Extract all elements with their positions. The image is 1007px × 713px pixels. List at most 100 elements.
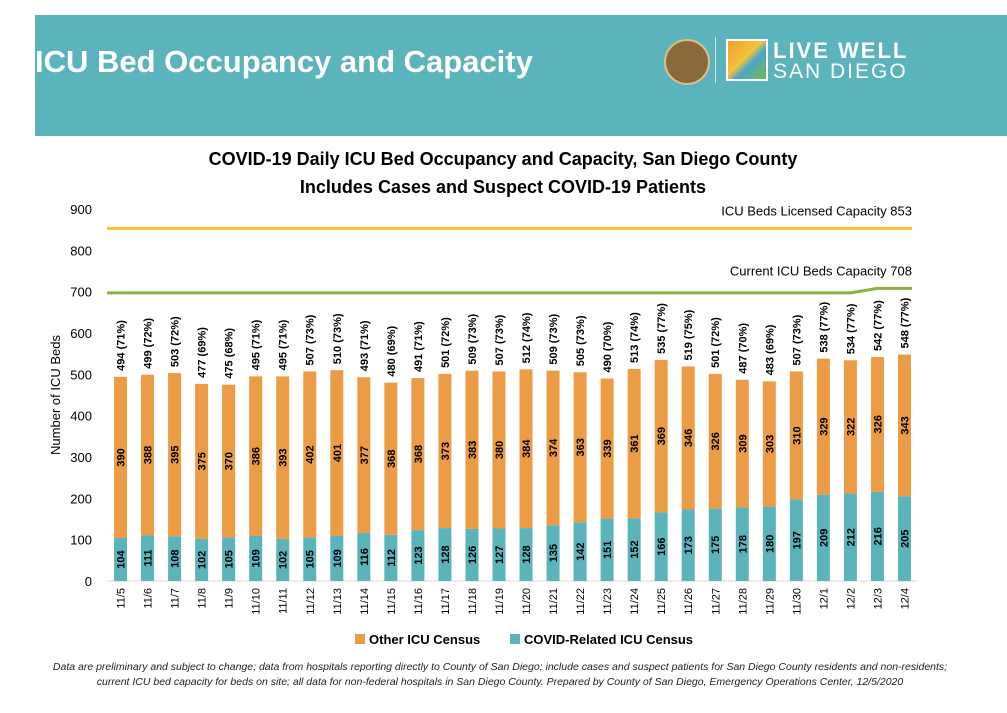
x-tick-label: 12/1 [818,588,830,609]
covid-bar [330,535,344,581]
covid-data-label: 175 [710,536,722,554]
other-bar [465,370,479,529]
total-data-label: 490 (70%) [602,321,614,372]
header-banner [35,15,1007,136]
covid-data-label: 151 [602,541,614,559]
other-data-label: 310 [791,426,803,444]
x-tick-label: 11/11 [278,588,290,614]
covid-bar [870,491,884,581]
total-data-label: 501 (72%) [440,317,452,368]
total-data-label: 507 (73%) [305,314,317,365]
covid-data-label: 102 [197,551,209,569]
other-data-label: 368 [386,449,398,467]
other-bar [735,379,749,508]
covid-bar [816,494,830,581]
x-tick-label: 11/27 [710,588,722,615]
covid-bar [762,506,776,581]
covid-bar [141,535,155,581]
logo-divider [715,37,716,83]
x-tick-label: 11/8 [197,588,209,609]
other-data-label: 375 [197,452,209,470]
other-data-label: 402 [305,445,317,463]
other-data-label: 370 [224,452,236,470]
covid-data-label: 105 [224,550,236,568]
covid-data-label: 111 [143,549,155,566]
covid-bar [492,528,506,581]
x-tick-label: 11/17 [440,588,452,615]
other-data-label: 390 [116,448,128,466]
x-tick-label: 11/26 [683,588,695,615]
covid-bar [114,538,128,581]
total-data-label: 501 (72%) [710,317,722,368]
covid-data-label: 123 [413,546,425,564]
x-tick-label: 11/7 [170,588,182,609]
covid-data-label: 116 [359,548,371,566]
legend-swatch-other [355,634,365,644]
other-bar [708,373,722,509]
covid-bar [654,512,668,581]
live-well-logo-icon [726,39,768,81]
total-data-label: 499 (72%) [143,318,155,369]
other-bar [114,376,128,539]
covid-data-label: 127 [494,546,506,564]
other-data-label: 309 [737,434,749,452]
x-tick-label: 11/24 [629,588,641,615]
x-tick-label: 11/29 [764,588,776,615]
x-tick-label: 11/30 [791,588,803,615]
x-tick-label: 11/28 [737,588,749,615]
covid-data-label: 209 [818,529,830,547]
covid-data-label: 105 [305,550,317,568]
total-data-label: 512 (74%) [521,312,533,363]
x-tick-label: 11/12 [305,588,317,615]
covid-bar [249,535,263,581]
footnote: Data are preliminary and subject to chan… [52,661,948,688]
total-data-label: 505 (73%) [575,315,587,366]
y-tick-label: 0 [85,574,92,589]
x-tick-label: 11/10 [251,588,263,615]
total-data-label: 507 (73%) [494,314,506,365]
covid-bar [600,518,614,581]
covid-data-label: 152 [629,540,641,558]
x-tick-label: 11/19 [494,588,506,615]
covid-data-label: 112 [386,549,398,567]
covid-bar [897,496,911,581]
other-data-label: 343 [899,416,911,434]
covid-data-label: 102 [278,551,290,569]
other-data-label: 377 [359,446,371,464]
other-data-label: 368 [413,445,425,463]
covid-bar [195,538,209,581]
y-tick-label: 600 [70,326,92,341]
total-data-label: 535 (77%) [656,303,668,354]
other-data-label: 383 [467,441,479,459]
covid-data-label: 205 [899,529,911,547]
covid-data-label: 216 [872,527,884,545]
total-data-label: 548 (77%) [899,297,911,348]
other-data-label: 326 [872,415,884,433]
other-data-label: 393 [278,448,290,466]
covid-data-label: 109 [332,549,344,567]
other-bar [870,356,884,492]
x-tick-label: 12/2 [845,588,857,609]
y-axis-label: Number of ICU Beds [48,335,63,455]
other-bar [276,376,290,539]
other-data-label: 386 [251,447,263,465]
x-tick-label: 11/5 [116,588,128,609]
other-bar [573,372,587,523]
current-capacity-label: Current ICU Beds Capacity 708 [730,263,912,278]
other-bar [546,370,560,526]
covid-data-label: 135 [548,544,560,562]
total-data-label: 534 (77%) [845,303,857,354]
total-data-label: 519 (75%) [683,309,695,360]
x-tick-label: 11/14 [359,588,371,615]
other-data-label: 395 [170,446,182,464]
y-tick-label: 800 [70,243,92,258]
total-data-label: 494 (71%) [116,320,128,371]
other-data-label: 329 [818,417,830,435]
other-bar [681,366,695,510]
covid-bar [843,493,857,581]
other-data-label: 374 [548,438,560,457]
covid-bar [681,509,695,581]
other-data-label: 326 [710,432,722,450]
x-tick-label: 11/16 [413,588,425,615]
